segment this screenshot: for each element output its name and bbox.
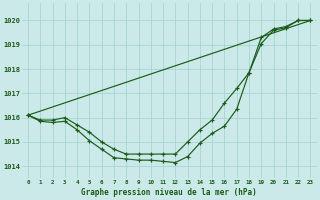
X-axis label: Graphe pression niveau de la mer (hPa): Graphe pression niveau de la mer (hPa) (81, 188, 257, 197)
